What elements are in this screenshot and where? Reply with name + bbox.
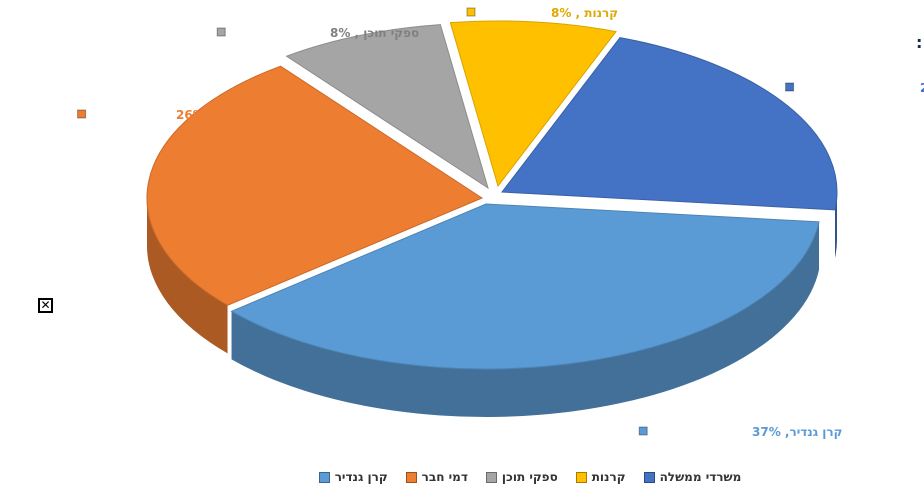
data-label: משרדי ממשלה , 21%: [785, 81, 924, 95]
data-label: קרנות , 8%: [466, 6, 618, 20]
pie-slice: [449, 20, 617, 188]
legend-swatch: [643, 471, 655, 483]
data-label-marker: [77, 109, 87, 119]
legend-label: קרן גנדיר: [334, 470, 388, 484]
pie-slice: [230, 203, 820, 417]
legend-label: קרנות: [591, 470, 626, 484]
pie-slice-side: [147, 198, 228, 354]
data-label-text: ספקי תוכן , 8%: [330, 26, 419, 40]
pie-slice: [285, 24, 489, 190]
data-label: קרן גנדיר, 37%: [638, 425, 842, 439]
data-label-marker: [785, 82, 795, 92]
close-icon[interactable]: ✕: [38, 298, 53, 313]
legend-label: דמי חבר: [421, 470, 468, 484]
chart-legend: משרדי ממשלה קרנות ספקי תוכן דמי חבר קרן …: [250, 468, 810, 486]
legend-item: קרן גנדיר: [318, 468, 388, 486]
pie-slice-side: [231, 221, 820, 417]
legend-label: ספקי תוכן: [501, 470, 558, 484]
pie-slice-top: [501, 37, 838, 211]
data-label-marker: [638, 426, 648, 436]
data-label-text: קרנות , 8%: [551, 6, 618, 20]
data-label-text: קרן גנדיר, 37%: [752, 425, 842, 439]
legend-label: משרדי ממשלה: [659, 470, 742, 484]
legend-swatch: [405, 471, 417, 483]
pie-slice: [501, 37, 838, 258]
legend-item: קרנות: [575, 468, 626, 486]
data-label-text: דמי חבר, 26%: [176, 108, 260, 122]
legend-item: משרדי ממשלה: [643, 468, 742, 486]
colon-mark: :: [916, 33, 923, 52]
legend-swatch: [575, 471, 587, 483]
pie-slice-top: [285, 24, 489, 190]
pie-slice: [146, 65, 484, 354]
data-label: ספקי תוכן , 8%: [216, 26, 419, 40]
data-label-marker: [216, 27, 226, 37]
legend-swatch: [485, 471, 497, 483]
pie-slice-top: [230, 203, 820, 370]
data-label-marker: [466, 7, 476, 17]
data-label-text: משרדי ממשלה , 21%: [920, 81, 924, 95]
data-label: דמי חבר, 26%: [77, 108, 260, 122]
legend-item: ספקי תוכן: [485, 468, 558, 486]
pie-slice-top: [146, 65, 484, 306]
legend-swatch: [318, 471, 330, 483]
pie-slice-top: [449, 20, 617, 188]
legend-item: דמי חבר: [405, 468, 468, 486]
